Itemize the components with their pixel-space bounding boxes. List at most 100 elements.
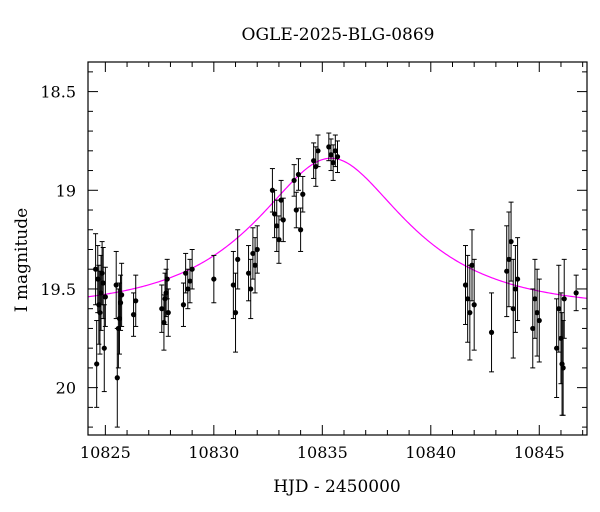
data-point: [276, 215, 282, 264]
data-point: [573, 274, 579, 312]
data-point: [295, 158, 302, 191]
point-marker: [332, 148, 338, 154]
point-marker: [469, 262, 475, 268]
data-point: [471, 258, 477, 351]
data-point: [235, 229, 241, 290]
tick-labels: 10825 10830 10835 10840 10845 18.5 19 19.5 20: [40, 83, 564, 462]
y-tick-label: 19.5: [40, 280, 76, 299]
data-point: [532, 258, 538, 339]
point-marker: [274, 223, 280, 229]
x-axis-label: HJD - 2450000: [273, 477, 401, 497]
data-point: [536, 278, 542, 363]
data-point: [248, 258, 254, 320]
point-marker: [300, 191, 306, 197]
x-tick-label: 10845: [514, 443, 565, 462]
data-point: [560, 320, 566, 416]
data-point: [298, 207, 304, 252]
data-point: [96, 264, 102, 345]
data-point: [469, 229, 475, 302]
point-marker: [133, 298, 139, 304]
point-marker: [232, 310, 239, 316]
point-marker: [117, 300, 124, 306]
data-point: [180, 282, 187, 327]
point-marker: [100, 280, 106, 286]
point-marker: [506, 256, 512, 262]
point-marker: [276, 237, 282, 243]
data-point: [159, 284, 165, 333]
point-marker: [536, 317, 542, 324]
data-point: [510, 258, 516, 359]
data-point: [291, 164, 297, 197]
point-marker: [164, 276, 170, 282]
data-point: [230, 250, 236, 320]
data-point: [185, 268, 191, 310]
data-point: [187, 258, 193, 304]
data-point: [211, 254, 217, 304]
point-marker: [254, 246, 260, 253]
point-marker: [159, 306, 165, 312]
point-marker: [99, 270, 105, 276]
point-marker: [130, 312, 137, 318]
point-marker: [187, 278, 193, 284]
point-marker: [113, 282, 119, 288]
point-marker: [295, 171, 302, 178]
y-tick-label: 18.5: [40, 83, 76, 102]
data-point: [94, 320, 100, 408]
point-marker: [278, 197, 284, 203]
data-point: [130, 292, 137, 337]
data-points: [92, 132, 579, 428]
point-marker: [102, 294, 108, 300]
point-marker: [328, 152, 334, 158]
point-marker: [291, 177, 297, 184]
data-point: [245, 245, 252, 302]
point-marker: [504, 268, 510, 274]
point-marker: [467, 310, 473, 316]
data-point: [293, 191, 299, 229]
point-marker: [330, 160, 336, 166]
data-point: [300, 175, 306, 213]
point-marker: [471, 302, 477, 308]
point-marker: [315, 148, 321, 154]
axis-ticks: [88, 62, 587, 435]
x-tick-label: 10825: [80, 443, 131, 462]
point-marker: [230, 282, 236, 288]
y-tick-label: 19: [56, 181, 76, 200]
point-marker: [211, 276, 217, 282]
data-point: [274, 199, 280, 252]
point-marker: [532, 296, 538, 302]
point-marker: [560, 365, 566, 371]
model-curve: [87, 157, 588, 299]
data-point: [119, 262, 125, 327]
x-tick-label: 10835: [297, 443, 348, 462]
data-point: [465, 254, 471, 343]
data-point: [165, 288, 171, 337]
x-tick-label: 10840: [405, 443, 456, 462]
point-marker: [252, 262, 258, 268]
x-tick-label: 10830: [188, 443, 239, 462]
data-point: [311, 142, 317, 179]
data-point: [183, 252, 189, 294]
point-marker: [298, 227, 304, 233]
point-marker: [508, 238, 514, 245]
data-point: [512, 245, 519, 333]
chart-title: OGLE-2025-BLG-0869: [242, 25, 435, 45]
point-marker: [92, 266, 99, 272]
point-marker: [185, 286, 191, 292]
data-point: [315, 134, 321, 168]
data-point: [100, 247, 106, 320]
data-point: [101, 304, 107, 393]
point-marker: [334, 154, 341, 160]
data-point: [133, 274, 139, 327]
data-point: [508, 201, 514, 282]
data-point: [488, 292, 495, 373]
point-marker: [189, 266, 195, 272]
point-marker: [248, 286, 254, 292]
data-point: [164, 258, 170, 300]
data-point: [561, 258, 567, 339]
data-point: [189, 248, 195, 290]
point-marker: [250, 250, 256, 257]
point-marker: [245, 270, 252, 276]
data-point: [102, 266, 108, 327]
point-marker: [293, 207, 299, 213]
point-marker: [119, 292, 125, 298]
